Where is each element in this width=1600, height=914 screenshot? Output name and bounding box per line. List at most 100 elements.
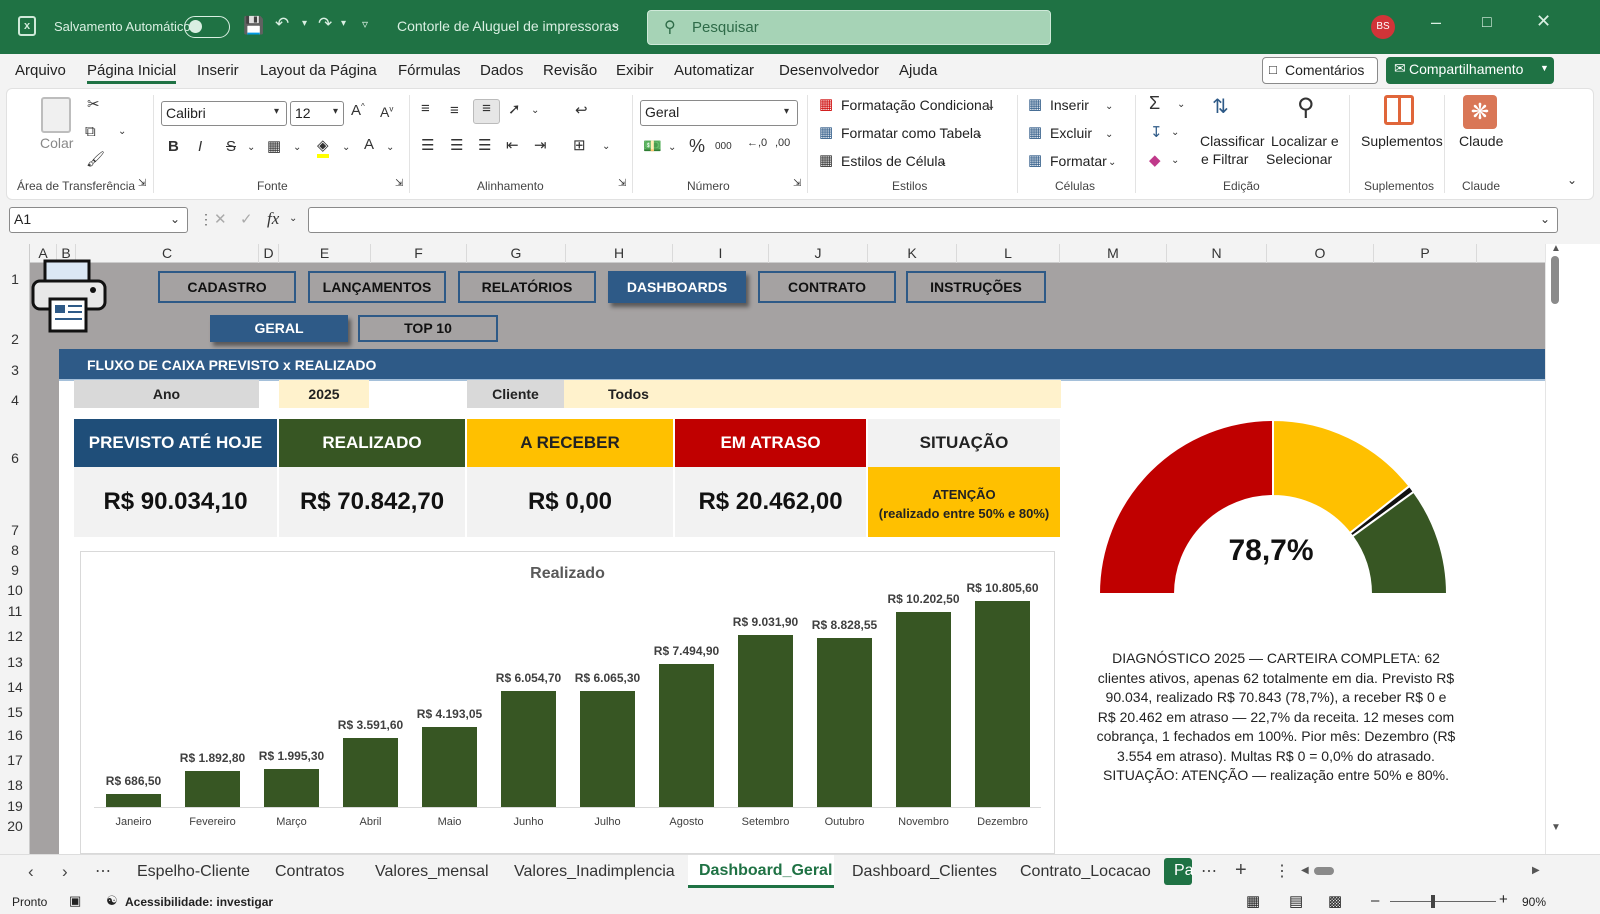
redo-icon[interactable]: ↷ bbox=[318, 14, 333, 33]
ribbon-collapse-icon[interactable]: ⌄ bbox=[1567, 173, 1578, 187]
nav-instrucoes-button[interactable]: INSTRUÇÕES bbox=[906, 271, 1046, 303]
confirm-formula-icon[interactable]: ✓ bbox=[240, 211, 253, 228]
align-bottom-icon[interactable]: ≡ bbox=[473, 99, 500, 124]
vertical-scrollbar[interactable]: ▲ ▼ bbox=[1545, 244, 1600, 854]
realizado-chart[interactable] bbox=[80, 551, 1055, 854]
row-header[interactable]: 7 bbox=[11, 522, 19, 538]
autosum-dropdown-icon[interactable]: ⌄ bbox=[1177, 99, 1186, 110]
minimize-icon[interactable]: – bbox=[1431, 12, 1442, 32]
font-color-icon[interactable]: A bbox=[364, 136, 375, 153]
fx-chevron-icon[interactable]: ⌄ bbox=[289, 213, 298, 224]
accounting-dropdown-icon[interactable]: ⌄ bbox=[668, 142, 677, 153]
sheet-options-icon[interactable]: ⋮ bbox=[1274, 863, 1290, 880]
insert-cells-icon[interactable]: ▦ bbox=[1028, 96, 1043, 113]
hscroll-right-icon[interactable]: ▶ bbox=[1532, 865, 1540, 876]
nav-contrato-button[interactable]: CONTRATO bbox=[758, 271, 896, 303]
maximize-icon[interactable]: □ bbox=[1482, 14, 1492, 31]
search-box[interactable]: ⚲ Pesquisar bbox=[647, 10, 1051, 45]
bar-março[interactable] bbox=[264, 768, 319, 807]
accessibility-status[interactable]: Acessibilidade: investigar bbox=[125, 895, 274, 909]
tab-contratos[interactable]: Contratos bbox=[275, 863, 345, 880]
subnav-top10-button[interactable]: TOP 10 bbox=[358, 315, 498, 342]
row-header[interactable]: 15 bbox=[7, 704, 23, 720]
comments-button[interactable]: □ Comentários bbox=[1262, 57, 1378, 84]
align-center-icon[interactable]: ☰ bbox=[450, 137, 464, 154]
cut-icon[interactable]: ✂ bbox=[87, 96, 100, 113]
bar-julho[interactable] bbox=[580, 691, 635, 807]
zoom-slider[interactable] bbox=[1390, 895, 1496, 908]
column-header-e[interactable]: E bbox=[279, 244, 371, 263]
alignment-launcher-icon[interactable]: ⇲ bbox=[618, 178, 627, 189]
bar-setembro[interactable] bbox=[738, 634, 793, 807]
normal-view-icon[interactable]: ▦ bbox=[1246, 893, 1261, 910]
nav-relatorios-button[interactable]: RELATÓRIOS bbox=[458, 271, 596, 303]
bar-junho[interactable] bbox=[501, 691, 556, 807]
align-right-icon[interactable]: ☰ bbox=[478, 137, 492, 154]
cell-styles-button[interactable]: Estilos de Célula bbox=[841, 153, 946, 169]
close-icon[interactable]: ✕ bbox=[1536, 11, 1552, 31]
bold-icon[interactable]: B bbox=[168, 138, 179, 155]
tab-next-icon[interactable]: › bbox=[62, 862, 68, 881]
column-header-f[interactable]: F bbox=[371, 244, 467, 263]
bar-abril[interactable] bbox=[343, 738, 398, 807]
bar-outubro[interactable] bbox=[817, 638, 872, 807]
hscroll-thumb[interactable] bbox=[1314, 867, 1334, 875]
tab-overflow-icon[interactable]: ⋯ bbox=[1201, 863, 1217, 880]
format-cells-button[interactable]: Formatar bbox=[1050, 153, 1107, 169]
sort-filter-label-2[interactable]: e Filtrar bbox=[1201, 151, 1249, 167]
fill-dropdown-icon[interactable]: ⌄ bbox=[342, 142, 351, 153]
clear-icon[interactable]: ◆ bbox=[1149, 152, 1161, 169]
format-table-button[interactable]: Formatar como Tabela bbox=[841, 125, 981, 141]
customize-toolbar-icon[interactable]: ▿ bbox=[362, 17, 369, 31]
cell-styles-icon[interactable]: ▦ bbox=[819, 152, 834, 169]
menu-revisao[interactable]: Revisão bbox=[543, 62, 598, 79]
format-painter-icon[interactable]: 🖌 bbox=[86, 151, 106, 168]
tab-more-icon[interactable]: ⋯ bbox=[95, 863, 111, 880]
accounting-format-icon[interactable]: 💵 bbox=[643, 138, 662, 155]
tab-valores-mensal[interactable]: Valores_mensal bbox=[375, 863, 489, 880]
year-field[interactable]: 2025 bbox=[279, 380, 369, 408]
row-header[interactable]: 20 bbox=[7, 818, 23, 834]
share-button[interactable]: ✉ Compartilhamento ▼ bbox=[1386, 57, 1554, 84]
merge-dropdown-icon[interactable]: ⌄ bbox=[602, 141, 611, 152]
row-header[interactable]: 19 bbox=[7, 798, 23, 814]
insert-cells-button[interactable]: Inserir bbox=[1050, 97, 1089, 113]
thousands-icon[interactable]: 000 bbox=[715, 141, 732, 152]
strikethrough-icon[interactable]: S bbox=[226, 138, 237, 155]
orientation-dropdown-icon[interactable]: ⌄ bbox=[531, 105, 540, 116]
undo-icon[interactable]: ↶ bbox=[275, 14, 290, 33]
font-launcher-icon[interactable]: ⇲ bbox=[395, 178, 404, 189]
menu-ajuda[interactable]: Ajuda bbox=[899, 62, 938, 79]
add-sheet-icon[interactable]: + bbox=[1235, 859, 1247, 881]
font-size-select[interactable]: 12 bbox=[290, 101, 344, 126]
delete-cells-button[interactable]: Excluir bbox=[1050, 125, 1093, 141]
conditional-format-icon[interactable]: ▦ bbox=[819, 96, 834, 113]
bar-agosto[interactable] bbox=[659, 663, 714, 807]
menu-layout[interactable]: Layout da Página bbox=[260, 62, 377, 79]
nav-dashboards-button[interactable]: DASHBOARDS bbox=[608, 271, 746, 303]
row-header[interactable]: 11 bbox=[7, 603, 23, 619]
delete-cells-icon[interactable]: ▦ bbox=[1028, 124, 1043, 141]
row-header[interactable]: 2 bbox=[11, 331, 19, 347]
accessibility-icon[interactable]: ☯ bbox=[106, 893, 118, 908]
sort-filter-icon[interactable]: ⇅ bbox=[1212, 96, 1229, 118]
menu-inserir[interactable]: Inserir bbox=[197, 62, 239, 79]
zoom-out-icon[interactable]: – bbox=[1371, 892, 1380, 909]
menu-exibir[interactable]: Exibir bbox=[616, 62, 654, 79]
scroll-down-icon[interactable]: ▼ bbox=[1551, 822, 1561, 833]
bar-janeiro[interactable] bbox=[106, 793, 161, 807]
column-header-o[interactable]: O bbox=[1267, 244, 1374, 263]
claude-icon[interactable]: ❋ bbox=[1463, 95, 1497, 129]
column-header-i[interactable]: I bbox=[673, 244, 769, 263]
avatar[interactable]: BS bbox=[1371, 15, 1395, 39]
column-header-j[interactable]: J bbox=[769, 244, 868, 263]
clipboard-launcher-icon[interactable]: ⇲ bbox=[138, 178, 147, 189]
zoom-slider-thumb[interactable] bbox=[1431, 895, 1435, 908]
increase-indent-icon[interactable]: ⇥ bbox=[534, 137, 547, 154]
column-header-n[interactable]: N bbox=[1167, 244, 1267, 263]
name-box-chevron-icon[interactable]: ⌄ bbox=[170, 212, 181, 226]
claude-button[interactable]: Claude bbox=[1459, 133, 1504, 149]
tab-pa[interactable]: Pa bbox=[1164, 858, 1194, 885]
align-middle-icon[interactable]: ≡ bbox=[450, 102, 459, 119]
zoom-in-icon[interactable]: + bbox=[1499, 891, 1508, 908]
